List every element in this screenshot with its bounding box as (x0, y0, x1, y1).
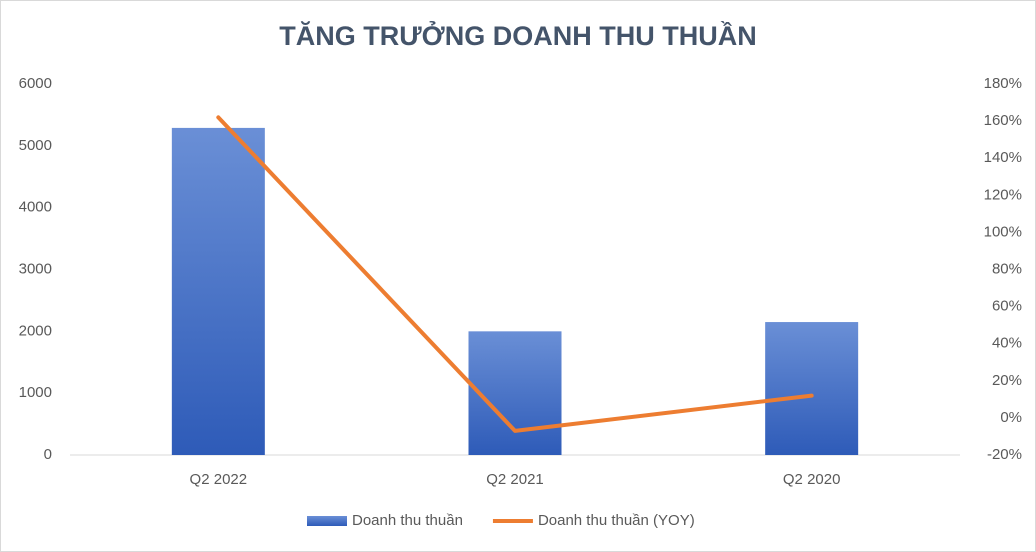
y-tick-label: 6000 (19, 75, 52, 92)
legend-label: Doanh thu thuần (352, 512, 463, 529)
legend-label: Doanh thu thuần (YOY) (538, 512, 695, 529)
chart-title: TĂNG TRƯỞNG DOANH THU THUẦN (279, 19, 756, 51)
y2-tick-label: 180% (984, 75, 1022, 92)
bar (171, 127, 265, 455)
y-tick-label: 5000 (19, 137, 52, 154)
bar (765, 322, 859, 455)
y-tick-label: 4000 (19, 199, 52, 216)
x-tick-label: Q2 2020 (783, 471, 841, 488)
y2-tick-label: 100% (984, 223, 1022, 240)
line (216, 115, 814, 433)
bar (468, 331, 562, 455)
x-tick-label: Q2 2021 (486, 471, 544, 488)
y2-tick-label: 0% (1000, 409, 1022, 426)
y2-tick-label: 60% (992, 298, 1022, 315)
y2-tick-label: 80% (992, 260, 1022, 277)
y-tick-label: 2000 (19, 322, 52, 339)
y2-tick-label: 160% (984, 112, 1022, 129)
y-tick-label: 0 (44, 446, 52, 463)
y2-tick-label: -20% (987, 446, 1022, 463)
y2-tick-label: 140% (984, 149, 1022, 166)
y2-tick-label: 20% (992, 372, 1022, 389)
x-tick-label: Q2 2022 (190, 471, 248, 488)
y2-tick-label: 40% (992, 335, 1022, 352)
legend-swatch (307, 516, 347, 526)
y-tick-label: 1000 (19, 384, 52, 401)
y2-tick-label: 120% (984, 186, 1022, 203)
y-tick-label: 3000 (19, 260, 52, 277)
